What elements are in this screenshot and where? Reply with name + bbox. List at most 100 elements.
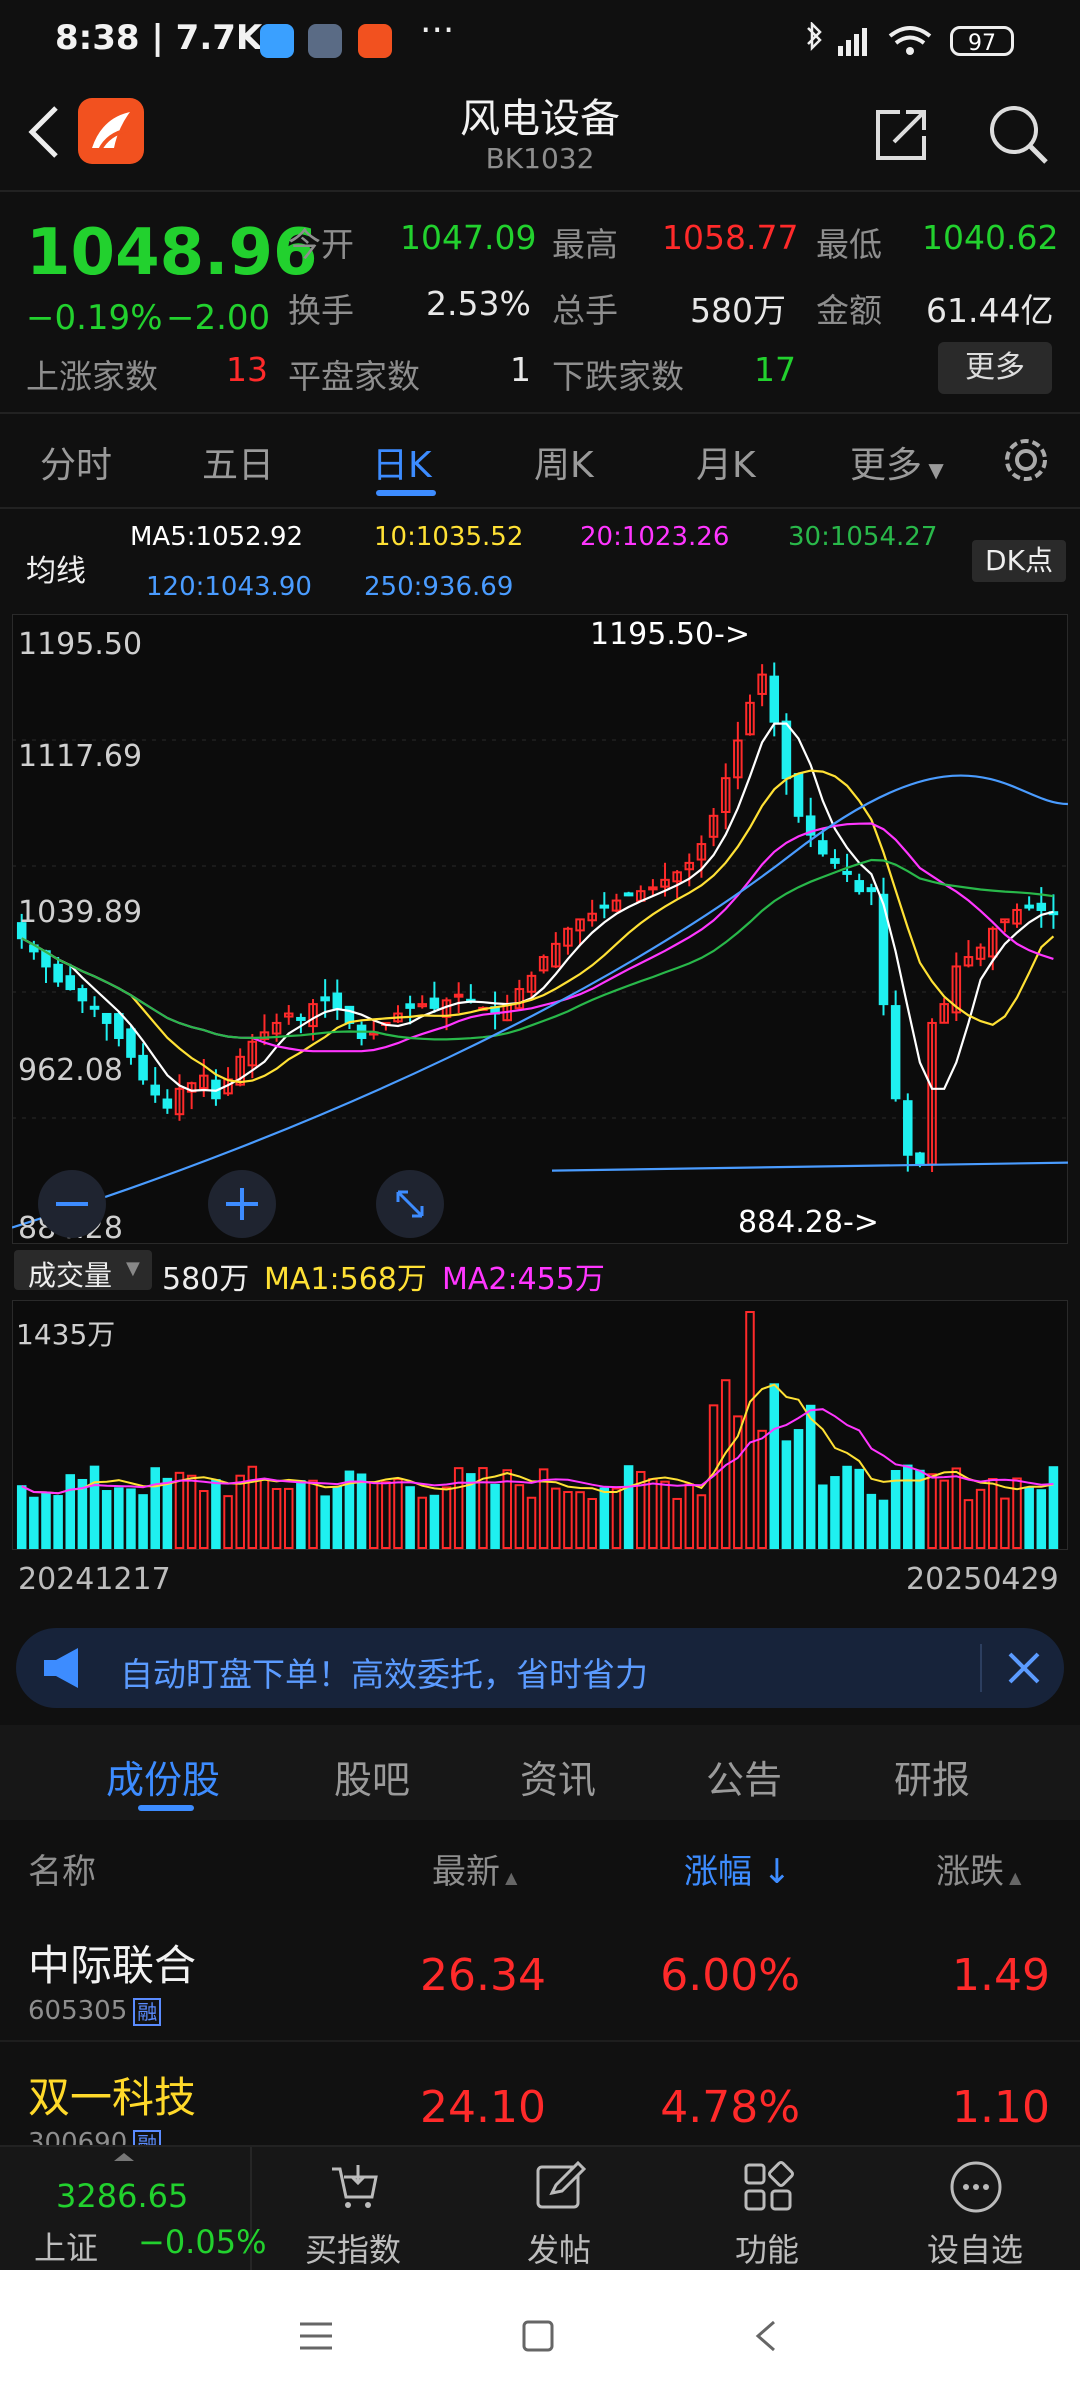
tab-more[interactable]: 更多 ▼ [850,436,944,488]
zoom-in-button[interactable] [208,1170,276,1238]
tab-monthly-k[interactable]: 月K [696,445,756,486]
min-price-label: 884.28-> [738,1205,879,1240]
volume-bar [441,1486,452,1549]
nav-post[interactable]: 发帖 [484,2147,634,2272]
candle-down [150,1084,160,1096]
volume-value: 580万 [690,291,786,330]
volume-bar [1048,1466,1059,1550]
volume-bar [538,1468,549,1549]
volume-bar [453,1467,464,1550]
tab-research[interactable]: 研报 [894,1758,971,1802]
more-button[interactable]: 更多 [938,342,1052,394]
candle-down [915,1152,925,1166]
candle-down [818,840,828,855]
back-nav-icon[interactable] [750,2318,780,2354]
index-value: 3286.65 [56,2177,189,2215]
tab-daily-k[interactable]: 日K [372,445,432,486]
tab-weekly-k[interactable]: 周K [534,445,594,486]
candle-up [538,956,549,972]
y-tick-2: 1117.69 [18,739,142,774]
volume-bar [356,1473,367,1550]
zoom-out-button[interactable] [38,1170,106,1238]
column-latest[interactable]: 最新 ▲ [432,1844,517,1893]
dk-point-button[interactable]: DK点 [972,540,1066,582]
volume-bar [211,1479,221,1549]
back-icon[interactable] [22,102,66,162]
ma30-value: 30:1054.27 [788,522,938,552]
close-icon[interactable] [1006,1650,1042,1686]
ma-legend-title[interactable]: 均线 [26,554,86,589]
low-value: 1040.62 [922,218,1059,257]
up-count: 13 [226,350,268,389]
candle-up [1012,908,1022,925]
nav-functions[interactable]: 功能 [692,2147,842,2272]
nav-buy-index-label: 买指数 [304,2231,401,2269]
indicator-selector[interactable]: 成交量 ▼ [14,1250,152,1292]
volume-bar [466,1473,476,1550]
tab-constituents[interactable]: 成份股 [106,1758,221,1802]
open-label: 今开 [288,225,354,264]
dropdown-icon: ▼ [126,1258,140,1279]
volume-bar [29,1496,39,1549]
table-row[interactable]: 双一科技 300690 融 24.10 4.78% 1.10 [0,2042,1080,2147]
candle-down [77,988,88,1002]
nav-add-favorite-label: 设自选 [926,2231,1023,2269]
candle-up [417,1003,428,1008]
y-tick-3: 1039.89 [18,895,142,930]
volume-bar [623,1465,634,1549]
megaphone-icon [44,1648,78,1688]
column-change[interactable]: 涨跌 ▲ [936,1844,1021,1893]
volume-bar [720,1379,731,1549]
eastmoney-app-icon [358,24,392,58]
volume-bar [308,1479,318,1550]
tab-intraday[interactable]: 分时 [40,445,113,486]
banner-text: 自动盯盘下单！高效委托，省时省力 [120,1655,648,1694]
ma120-line [12,774,1068,1229]
max-price-label: 1195.50-> [590,617,750,652]
nav-add-favorite[interactable]: 设自选 [900,2147,1050,2272]
promo-banner[interactable]: 自动盯盘下单！高效委托，省时省力 [16,1628,1064,1708]
status-time: 8:38 | 7.7K/s [55,18,295,58]
kline-chart[interactable]: 1195.50 1117.69 1039.89 962.08 884.28 11… [12,614,1068,1244]
nav-buy-index[interactable]: 买指数 [278,2147,428,2272]
volume-bar [793,1429,804,1550]
more-notifications-icon: ··· [420,10,455,51]
tab-news[interactable]: 资讯 [520,1758,597,1802]
volume-bar [927,1473,937,1549]
home-icon[interactable] [520,2318,556,2354]
volume-bar [611,1487,622,1549]
low-label: 最低 [816,225,882,264]
candle-up [684,861,695,871]
cart-icon [332,2165,378,2208]
volume-bar [478,1467,488,1550]
share-icon[interactable] [872,104,932,164]
volume-bar [696,1494,707,1549]
tab-forum[interactable]: 股吧 [334,1758,411,1802]
volume-bar [271,1487,282,1550]
index-ticker[interactable]: 3286.65 上证 −0.05% [0,2147,266,2272]
candle-down [805,815,816,836]
settings-app-icon [308,24,342,58]
volume-chart[interactable]: 1435万 [12,1300,1068,1550]
volume-bar [296,1480,306,1549]
candle-up [308,1003,318,1028]
margin-badge: 融 [133,2130,162,2145]
candle-up [733,739,743,779]
menu-icon[interactable] [298,2320,334,2352]
ma20-value: 20:1023.26 [580,522,730,552]
volume-bar [551,1487,561,1549]
tab-announcements[interactable]: 公告 [706,1758,783,1802]
settings-gear-icon[interactable] [1000,434,1052,486]
column-pct[interactable]: 涨幅 ↓ [684,1844,791,1893]
volume-bar [393,1478,403,1550]
volume-bar [599,1487,610,1549]
volume-bar [733,1415,743,1550]
search-icon[interactable] [986,102,1050,166]
candle-down [101,1012,112,1024]
candle-down [890,1005,901,1100]
table-row[interactable]: 中际联合 605305 融 26.34 6.00% 1.49 [0,1910,1080,2042]
stock-name: 中际联合 [28,1941,197,1990]
tab-five-day[interactable]: 五日 [202,445,275,486]
nav-post-label: 发帖 [526,2231,591,2269]
fullscreen-button[interactable] [376,1170,444,1238]
